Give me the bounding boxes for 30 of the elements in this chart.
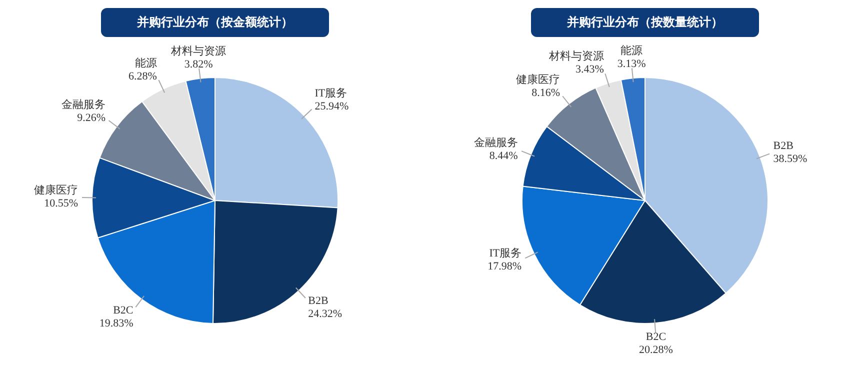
data-label: 3.13% xyxy=(617,58,646,70)
slice-label: 健康医疗 xyxy=(34,184,78,197)
data-label: 25.94% xyxy=(314,100,349,112)
slice-label: B2B xyxy=(773,140,794,152)
slice-label: 材料与资源 xyxy=(170,44,226,58)
slice-label: B2B xyxy=(308,294,328,307)
data-label: 10.55% xyxy=(44,198,78,210)
data-label: 17.98% xyxy=(488,260,522,272)
data-label: 38.59% xyxy=(773,152,808,165)
data-label: 3.82% xyxy=(184,58,213,70)
slice-label: 健康医疗 xyxy=(516,72,560,86)
slice-label: IT服务 xyxy=(314,87,348,100)
slice-label: B2C xyxy=(646,330,666,343)
data-label: 8.44% xyxy=(489,150,518,162)
data-label: 8.16% xyxy=(532,86,560,99)
data-label: 3.43% xyxy=(576,64,604,76)
data-label: 20.28% xyxy=(639,344,673,356)
slice-label: 金融服务 xyxy=(474,136,518,149)
slice-label: IT服务 xyxy=(489,247,522,260)
data-label: 6.28% xyxy=(128,70,157,82)
slice-label: 能源 xyxy=(620,44,643,58)
slice-label: 金融服务 xyxy=(62,98,106,111)
data-label: 19.83% xyxy=(99,317,134,330)
chart-title: 并购行业分布（按数量统计） xyxy=(531,8,759,37)
data-label: 24.32% xyxy=(308,308,342,320)
slice-label: B2C xyxy=(113,304,134,316)
chart-title: 并购行业分布（按金额统计） xyxy=(101,8,329,37)
data-label: 9.26% xyxy=(77,112,106,124)
slice-label: 材料与资源 xyxy=(548,50,604,63)
slice-label: 能源 xyxy=(134,56,157,70)
